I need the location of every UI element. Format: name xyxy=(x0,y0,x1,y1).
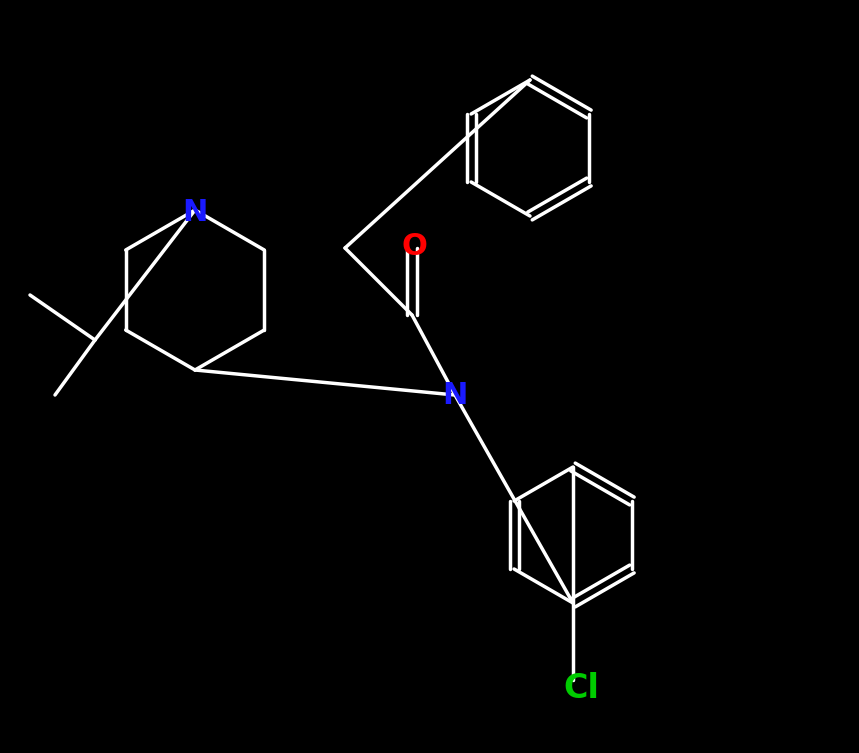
Text: O: O xyxy=(401,231,427,261)
Text: Cl: Cl xyxy=(563,672,599,705)
Text: N: N xyxy=(442,380,467,410)
Text: N: N xyxy=(182,197,208,227)
